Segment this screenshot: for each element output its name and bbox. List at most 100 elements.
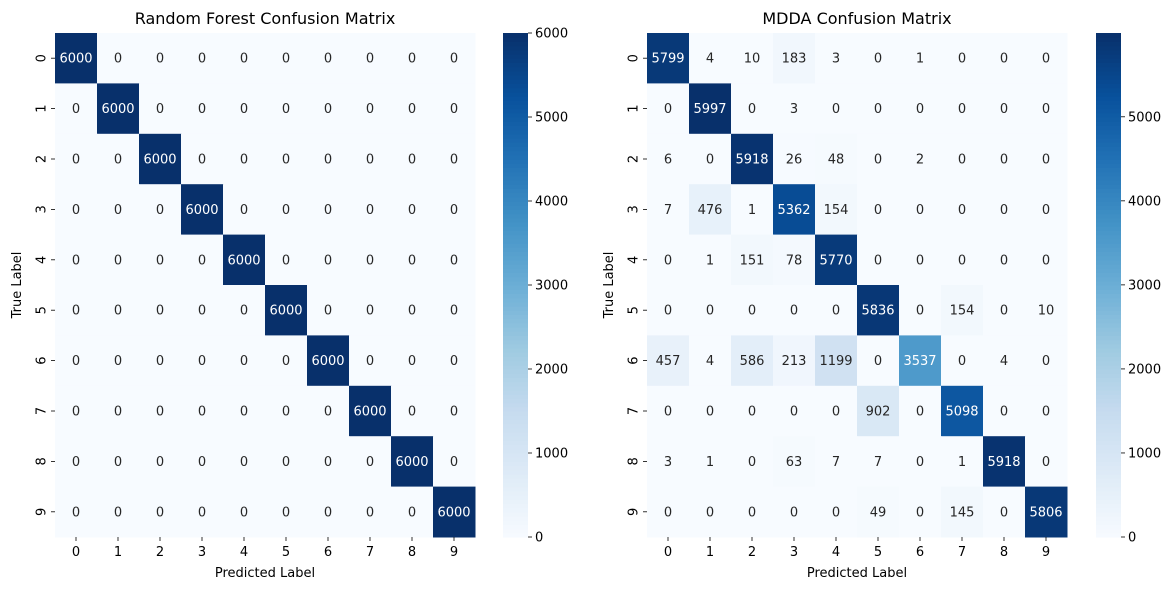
colorbar-segment [503,154,528,160]
colorbar-segment [503,133,528,139]
colorbar-segment [503,209,528,215]
colorbar-segment [503,415,528,420]
heatmap-cell [307,184,350,236]
cell-value-label: 6000 [437,505,470,520]
x-tick-label: 9 [1042,545,1050,560]
cell-value-label: 0 [324,253,332,268]
cell-value-label: 0 [282,203,290,218]
y-tick-label: 1 [627,104,642,112]
cell-value-label: 0 [72,253,80,268]
colorbar-segment [503,167,528,173]
heatmap-cell [265,285,308,336]
cell-value-label: 0 [240,505,248,520]
cell-value-label: 0 [706,304,714,319]
cell-value-label: 0 [748,304,756,319]
cell-value-label: 0 [72,102,80,117]
heatmap-cell [773,486,816,538]
heatmap-cell [55,33,98,84]
colorbar-segment [1096,314,1121,320]
cell-value-label: 1199 [819,354,852,369]
cell-value-label: 0 [408,253,416,268]
heatmap-cell [391,33,434,84]
colorbar-segment [503,87,528,93]
cell-value-label: 0 [748,102,756,117]
colorbar-segment [503,293,528,299]
colorbar-segment [1096,461,1121,467]
heatmap-cell [265,184,308,236]
heatmap-cell [647,184,690,236]
heatmap-cell [731,33,774,84]
heatmap-cell [815,285,858,336]
colorbar-segment [1096,37,1121,42]
heatmap-cell [55,486,98,538]
colorbar-segment [1096,495,1121,500]
colorbar-segment [1096,87,1121,93]
cell-value-label: 0 [282,153,290,168]
cell-value-label: 0 [916,304,924,319]
cell-value-label: 0 [114,304,122,319]
heatmap-cell [815,335,858,387]
colorbar-segment [503,453,528,458]
heatmap-cell [815,133,858,185]
colorbar-segment [1096,511,1121,517]
colorbar-segment [503,205,528,210]
x-axis: 0 1 2 3 4 5 6 7 8 9 Predicted Label [664,537,1050,581]
cell-value-label: 0 [450,253,458,268]
heatmap-cell [899,436,942,488]
colorbar-segment [1096,528,1121,534]
cell-value-label: 0 [114,354,122,369]
heatmap-cell [433,285,476,336]
cell-value-label: 213 [782,354,807,369]
cell-value-label: 2 [916,153,924,168]
colorbar-segment [503,402,528,408]
heatmap-cell [647,486,690,538]
colorbar-segment [1096,188,1121,194]
heatmap-cells [647,33,1068,538]
cell-value-label: 0 [366,153,374,168]
cell-value-label: 0 [832,304,840,319]
heatmap-cell [139,133,182,185]
heatmap-cell [265,486,308,538]
colorbar-segment [1096,348,1121,353]
colorbar-segment [1096,79,1121,84]
colorbar-segment [503,356,528,362]
heatmap-cell [1025,184,1068,236]
heatmap-cell [181,335,224,387]
heatmap-cell [307,385,350,437]
heatmap-cell [181,133,224,185]
heatmap-cell [433,184,476,236]
colorbar-segment [1096,154,1121,160]
heatmap-cell [223,385,266,437]
y-axis: 0 1 2 3 4 5 6 7 8 9 True Label [602,54,647,516]
heatmap-cell [647,33,690,84]
heatmap-cell [307,83,350,135]
colorbar-segment [1096,444,1121,450]
cell-value-label: 0 [450,203,458,218]
cell-value-label: 0 [664,253,672,268]
heatmap-cell [815,234,858,286]
colorbar-segment [1096,499,1121,504]
heatmap-cell [181,385,224,437]
heatmap-cell [815,83,858,135]
cell-value-label: 0 [1042,354,1050,369]
heatmap-cell [941,436,984,488]
heatmap-cell [97,285,140,336]
cell-value-label: 0 [1042,52,1050,67]
heatmap-cell [349,486,392,538]
y-tick-label: 8 [627,457,642,465]
y-tick-label: 6 [35,356,50,364]
colorbar-segment [1096,243,1121,248]
cell-value-label: 0 [1000,203,1008,218]
colorbar-segment [1096,62,1121,68]
x-axis-label: Predicted Label [215,566,315,581]
colorbar-segment [503,79,528,84]
colorbar-segment [503,490,528,496]
colorbar-segment [503,520,528,525]
colorbar-segment [1096,150,1121,156]
cell-value-label: 1 [706,253,714,268]
cell-value-label: 0 [408,52,416,67]
cell-value-label: 0 [198,505,206,520]
heatmap-cell [349,83,392,135]
colorbar-segment [503,381,528,387]
heatmap-cell [349,234,392,286]
